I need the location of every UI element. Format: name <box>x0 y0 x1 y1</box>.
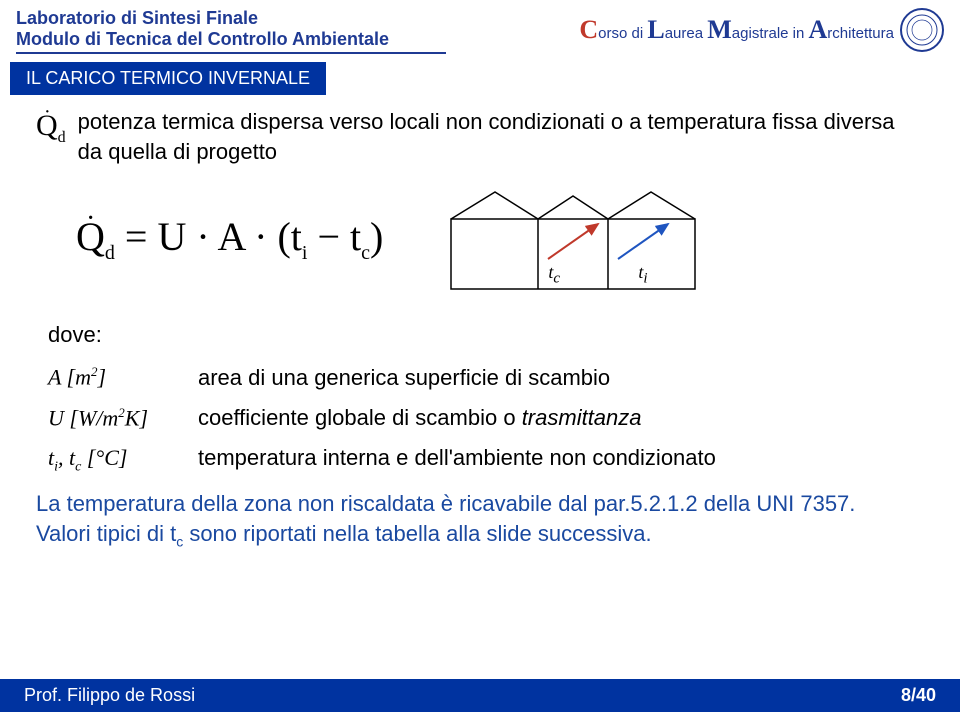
letter-c: C <box>579 15 598 44</box>
letter-m: M <box>707 15 732 44</box>
footer-author: Prof. Filippo de Rossi <box>24 685 195 706</box>
def-text-u: coefficiente globale di scambio o trasmi… <box>198 405 642 431</box>
university-seal-icon <box>900 8 944 52</box>
header-line1: Laboratorio di Sintesi Finale <box>16 8 446 29</box>
def-sym-u: U [W/m2K] <box>48 405 198 431</box>
house-diagram: tc ti <box>443 184 703 294</box>
header-title-block: Laboratorio di Sintesi Finale Modulo di … <box>16 8 446 54</box>
slide-content: · Qd potenza termica dispersa verso loca… <box>0 95 960 551</box>
qd-symbol: · Qd <box>36 109 66 147</box>
formula-row: · Qd = U · A · (ti − tc) tc ti <box>76 184 924 294</box>
def-row-u: U [W/m2K] coefficiente globale di scambi… <box>48 405 924 431</box>
description-row: · Qd potenza termica dispersa verso loca… <box>36 107 924 166</box>
letter-a: A <box>809 15 828 44</box>
footer-page: 8/40 <box>901 685 936 706</box>
header-line2: Modulo di Tecnica del Controllo Ambienta… <box>16 29 446 50</box>
header-underline <box>16 52 446 54</box>
description-text: potenza termica dispersa verso locali no… <box>78 107 924 166</box>
tc-label: tc <box>548 262 560 288</box>
dove-label: dove: <box>48 322 924 348</box>
slide-footer: Prof. Filippo de Rossi 8/40 <box>0 679 960 712</box>
def-row-area: A [m2] area di una generica superficie d… <box>48 364 924 390</box>
letter-l: L <box>647 15 664 44</box>
def-sym-t: ti, tc [°C] <box>48 445 198 475</box>
course-label: Corso di Laurea Magistrale in Architettu… <box>579 15 894 45</box>
note-text: La temperatura della zona non riscaldata… <box>36 489 924 551</box>
formula: · Qd = U · A · (ti − tc) <box>76 213 383 265</box>
slide-header: Laboratorio di Sintesi Finale Modulo di … <box>0 0 960 54</box>
definitions-block: dove: A [m2] area di una generica superf… <box>48 322 924 475</box>
section-title-bar: IL CARICO TERMICO INVERNALE <box>10 62 326 95</box>
def-row-t: ti, tc [°C] temperatura interna e dell'a… <box>48 445 924 475</box>
def-text-t: temperatura interna e dell'ambiente non … <box>198 445 716 471</box>
header-course: Corso di Laurea Magistrale in Architettu… <box>579 8 944 52</box>
def-sym-a: A [m2] <box>48 364 198 390</box>
def-text-a: area di una generica superficie di scamb… <box>198 365 610 391</box>
ti-label: ti <box>638 262 647 288</box>
